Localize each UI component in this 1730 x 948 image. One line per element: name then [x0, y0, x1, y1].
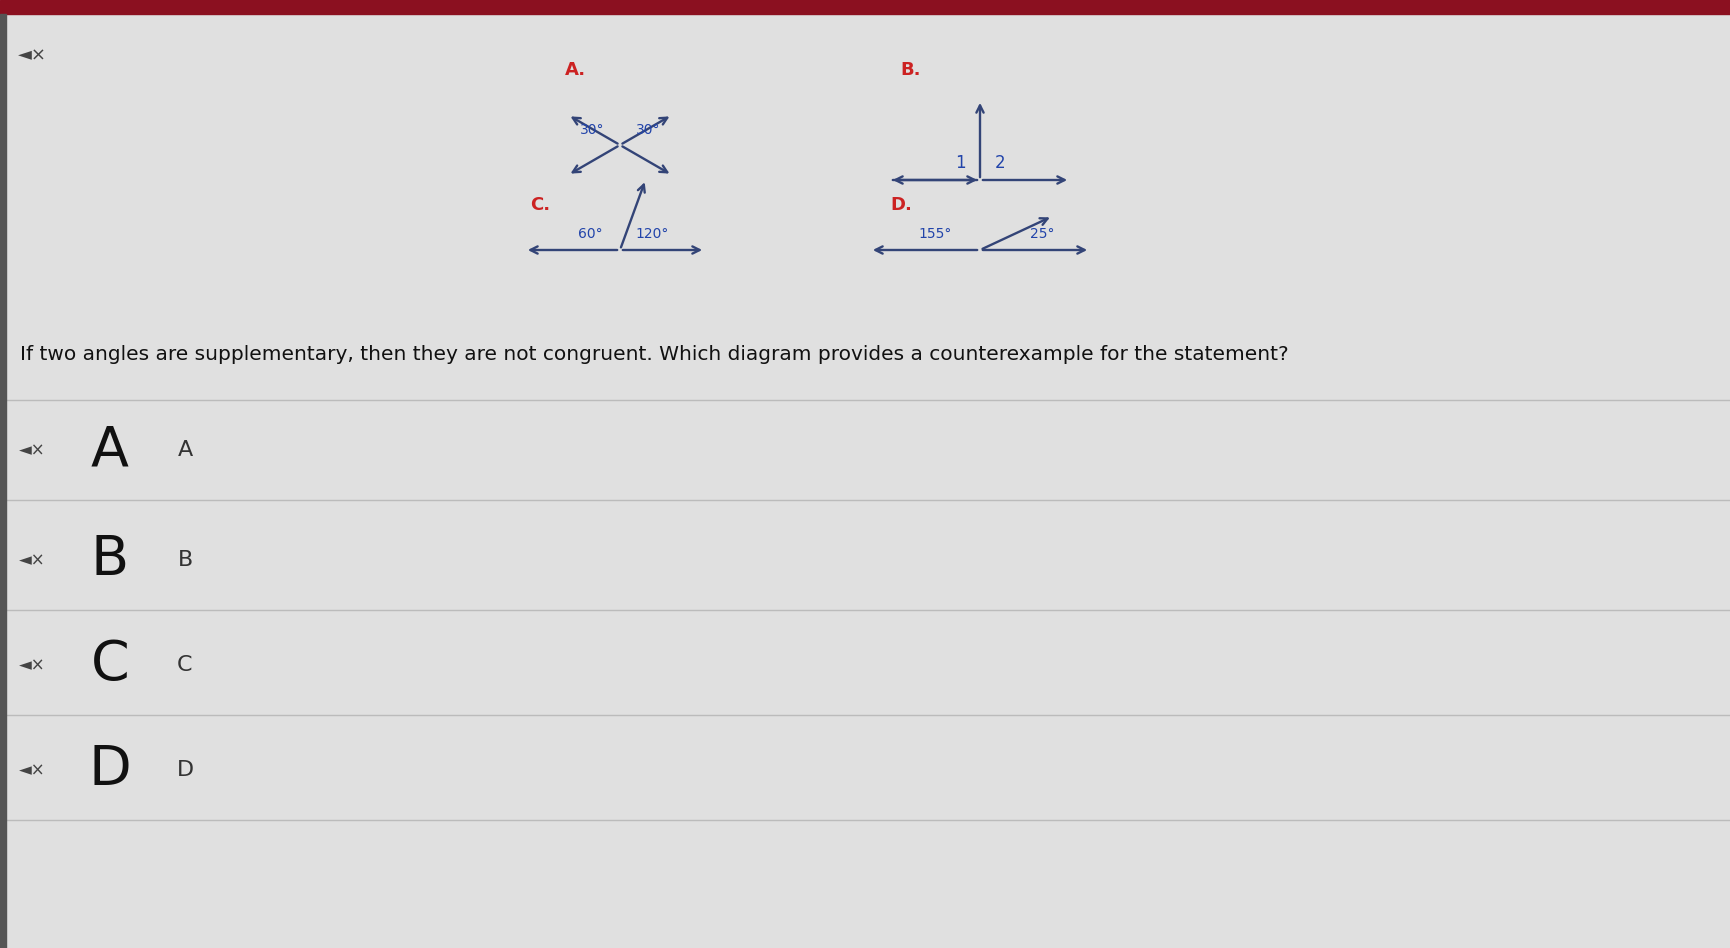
Text: A: A: [92, 423, 130, 477]
Bar: [0, 14, 5, 948]
Text: 120°: 120°: [635, 227, 670, 241]
Text: B: B: [92, 533, 130, 587]
Text: 2: 2: [995, 154, 1005, 172]
Text: 1: 1: [955, 154, 965, 172]
Text: C: C: [176, 655, 192, 675]
Text: D: D: [88, 743, 131, 797]
Text: B.: B.: [900, 61, 920, 79]
Text: A: A: [178, 440, 192, 460]
Text: ◄×: ◄×: [19, 441, 45, 459]
Text: D: D: [176, 760, 194, 780]
Text: 155°: 155°: [919, 227, 952, 241]
Text: ◄×: ◄×: [19, 761, 45, 779]
Text: 25°: 25°: [1029, 227, 1054, 241]
Text: B: B: [178, 550, 192, 570]
Text: C.: C.: [529, 196, 550, 214]
Text: ◄×: ◄×: [17, 46, 47, 64]
Text: 60°: 60°: [578, 227, 602, 241]
Text: 30°: 30°: [580, 123, 604, 137]
Text: ◄×: ◄×: [19, 551, 45, 569]
Bar: [0, 0, 1730, 14]
Text: A.: A.: [566, 61, 586, 79]
Text: 30°: 30°: [635, 123, 661, 137]
Text: C: C: [90, 638, 130, 692]
Text: If two angles are supplementary, then they are not congruent. Which diagram prov: If two angles are supplementary, then th…: [21, 345, 1289, 364]
Text: D.: D.: [889, 196, 912, 214]
Text: ◄×: ◄×: [19, 656, 45, 674]
